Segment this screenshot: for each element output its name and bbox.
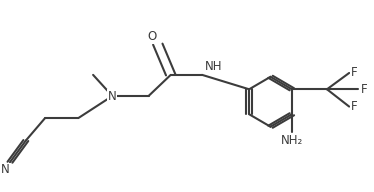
Text: F: F [361,83,368,96]
Text: F: F [351,66,358,79]
Text: N: N [1,163,10,176]
Text: N: N [108,89,117,103]
Text: O: O [148,30,157,43]
Text: NH: NH [205,60,223,73]
Text: F: F [351,100,358,113]
Text: NH₂: NH₂ [281,134,303,147]
